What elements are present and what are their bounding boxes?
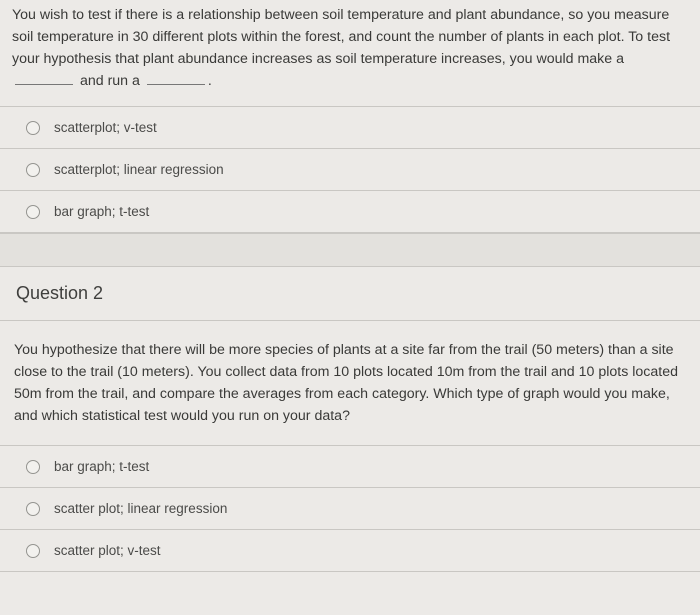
question-2-block: Question 2 You hypothesize that there wi… [0, 267, 700, 572]
question-1-options: scatterplot; v-test scatterplot; linear … [0, 106, 700, 233]
radio-icon [26, 163, 40, 177]
radio-icon [26, 121, 40, 135]
question-2-options: bar graph; t-test scatter plot; linear r… [0, 446, 700, 572]
q1-option-1[interactable]: scatterplot; linear regression [0, 149, 700, 191]
question-1-block: You wish to test if there is a relations… [0, 0, 700, 233]
question-2-header: Question 2 [0, 267, 700, 321]
radio-icon [26, 502, 40, 516]
option-label: scatter plot; v-test [54, 543, 161, 558]
q1-prompt-post: . [208, 73, 212, 89]
q2-option-0[interactable]: bar graph; t-test [0, 446, 700, 488]
blank-2 [147, 72, 205, 85]
option-label: scatterplot; v-test [54, 120, 157, 135]
q1-prompt-pre: You wish to test if there is a relations… [12, 7, 670, 67]
q1-option-2[interactable]: bar graph; t-test [0, 191, 700, 233]
quiz-page: You wish to test if there is a relations… [0, 0, 700, 615]
option-label: bar graph; t-test [54, 204, 149, 219]
blank-1 [15, 72, 73, 85]
q2-option-2[interactable]: scatter plot; v-test [0, 530, 700, 572]
option-label: bar graph; t-test [54, 459, 149, 474]
question-gap [0, 233, 700, 267]
question-2-prompt: You hypothesize that there will be more … [0, 321, 700, 446]
q2-option-1[interactable]: scatter plot; linear regression [0, 488, 700, 530]
radio-icon [26, 205, 40, 219]
question-1-prompt: You wish to test if there is a relations… [0, 0, 700, 106]
radio-icon [26, 544, 40, 558]
option-label: scatterplot; linear regression [54, 162, 224, 177]
q1-option-0[interactable]: scatterplot; v-test [0, 107, 700, 149]
q1-prompt-mid: and run a [80, 73, 140, 89]
radio-icon [26, 460, 40, 474]
option-label: scatter plot; linear regression [54, 501, 227, 516]
